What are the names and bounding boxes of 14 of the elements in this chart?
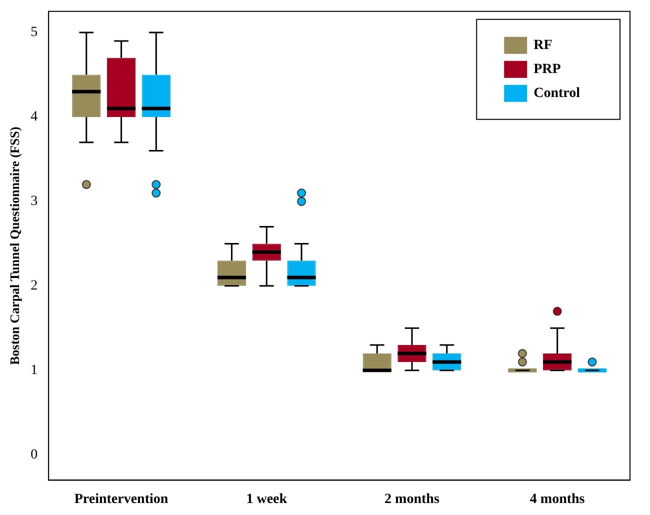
y-tick-label: 5 (30, 25, 38, 40)
y-tick-label: 2 (30, 278, 38, 294)
y-tick-label: 0 (30, 448, 38, 463)
legend-label: RF (534, 38, 552, 54)
x-tick-label: 2 months (384, 492, 440, 508)
y-tick-label: 1 (30, 363, 38, 378)
x-tick-label: 1 week (246, 492, 288, 508)
x-tick-label: 4 months (530, 492, 586, 508)
legend-label: PRP (534, 62, 562, 78)
y-tick-label: 4 (30, 110, 38, 125)
y-tick-label: 3 (30, 194, 38, 210)
legend-label: Control (534, 86, 580, 102)
y-axis-title: Boston Carpal Tunnel Questionnaire (FSS) (7, 126, 22, 365)
x-tick-label: Preintervention (74, 492, 168, 508)
